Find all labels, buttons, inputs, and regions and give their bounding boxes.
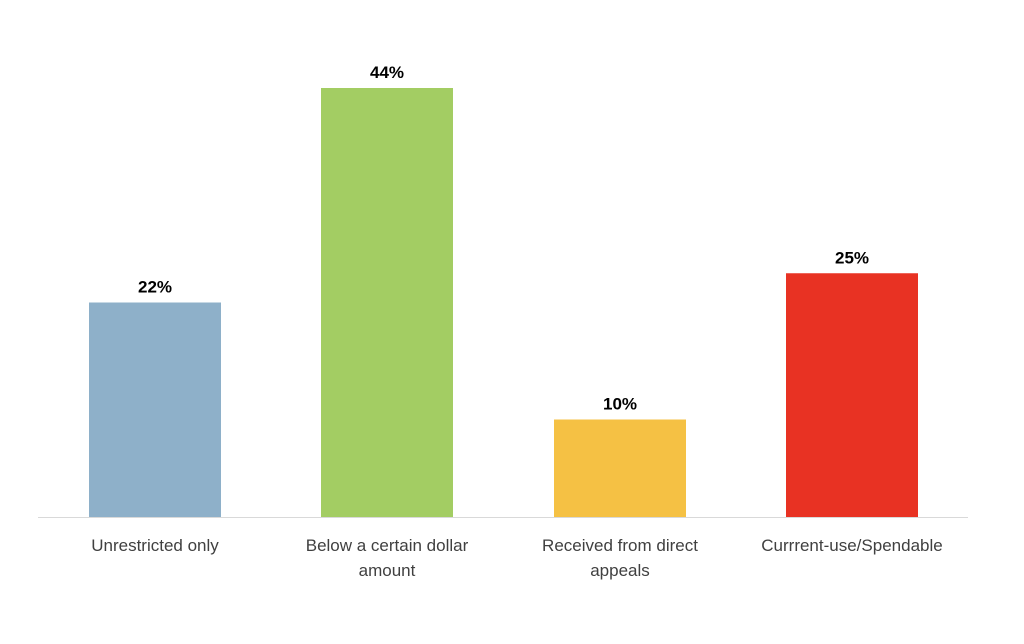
category-label-line: Received from direct <box>542 536 698 555</box>
category-label-3: Received from direct appeals <box>542 536 698 580</box>
bars-group <box>89 88 918 517</box>
bar-2 <box>321 88 453 517</box>
category-label-line: appeals <box>590 561 650 580</box>
category-label-line: Below a certain dollar <box>306 536 469 555</box>
bar-3 <box>554 419 686 517</box>
data-label-3: 10% <box>603 395 637 414</box>
category-labels-group: Unrestricted only Below a certain dollar a… <box>91 536 943 580</box>
category-label-4: Currrent-use/Spendable <box>761 536 942 555</box>
bar-1 <box>89 302 221 517</box>
data-label-4: 25% <box>835 248 869 267</box>
data-label-2: 44% <box>370 63 404 82</box>
category-label-line: Currrent-use/Spendable <box>761 536 942 555</box>
data-label-1: 22% <box>138 278 172 297</box>
value-labels-group: 22% 44% 10% 25% <box>138 63 869 414</box>
category-label-2: Below a certain dollar amount <box>306 536 469 580</box>
category-label-line: amount <box>359 561 416 580</box>
bar-4 <box>786 273 918 517</box>
category-label-1: Unrestricted only <box>91 536 219 555</box>
category-label-line: Unrestricted only <box>91 536 219 555</box>
